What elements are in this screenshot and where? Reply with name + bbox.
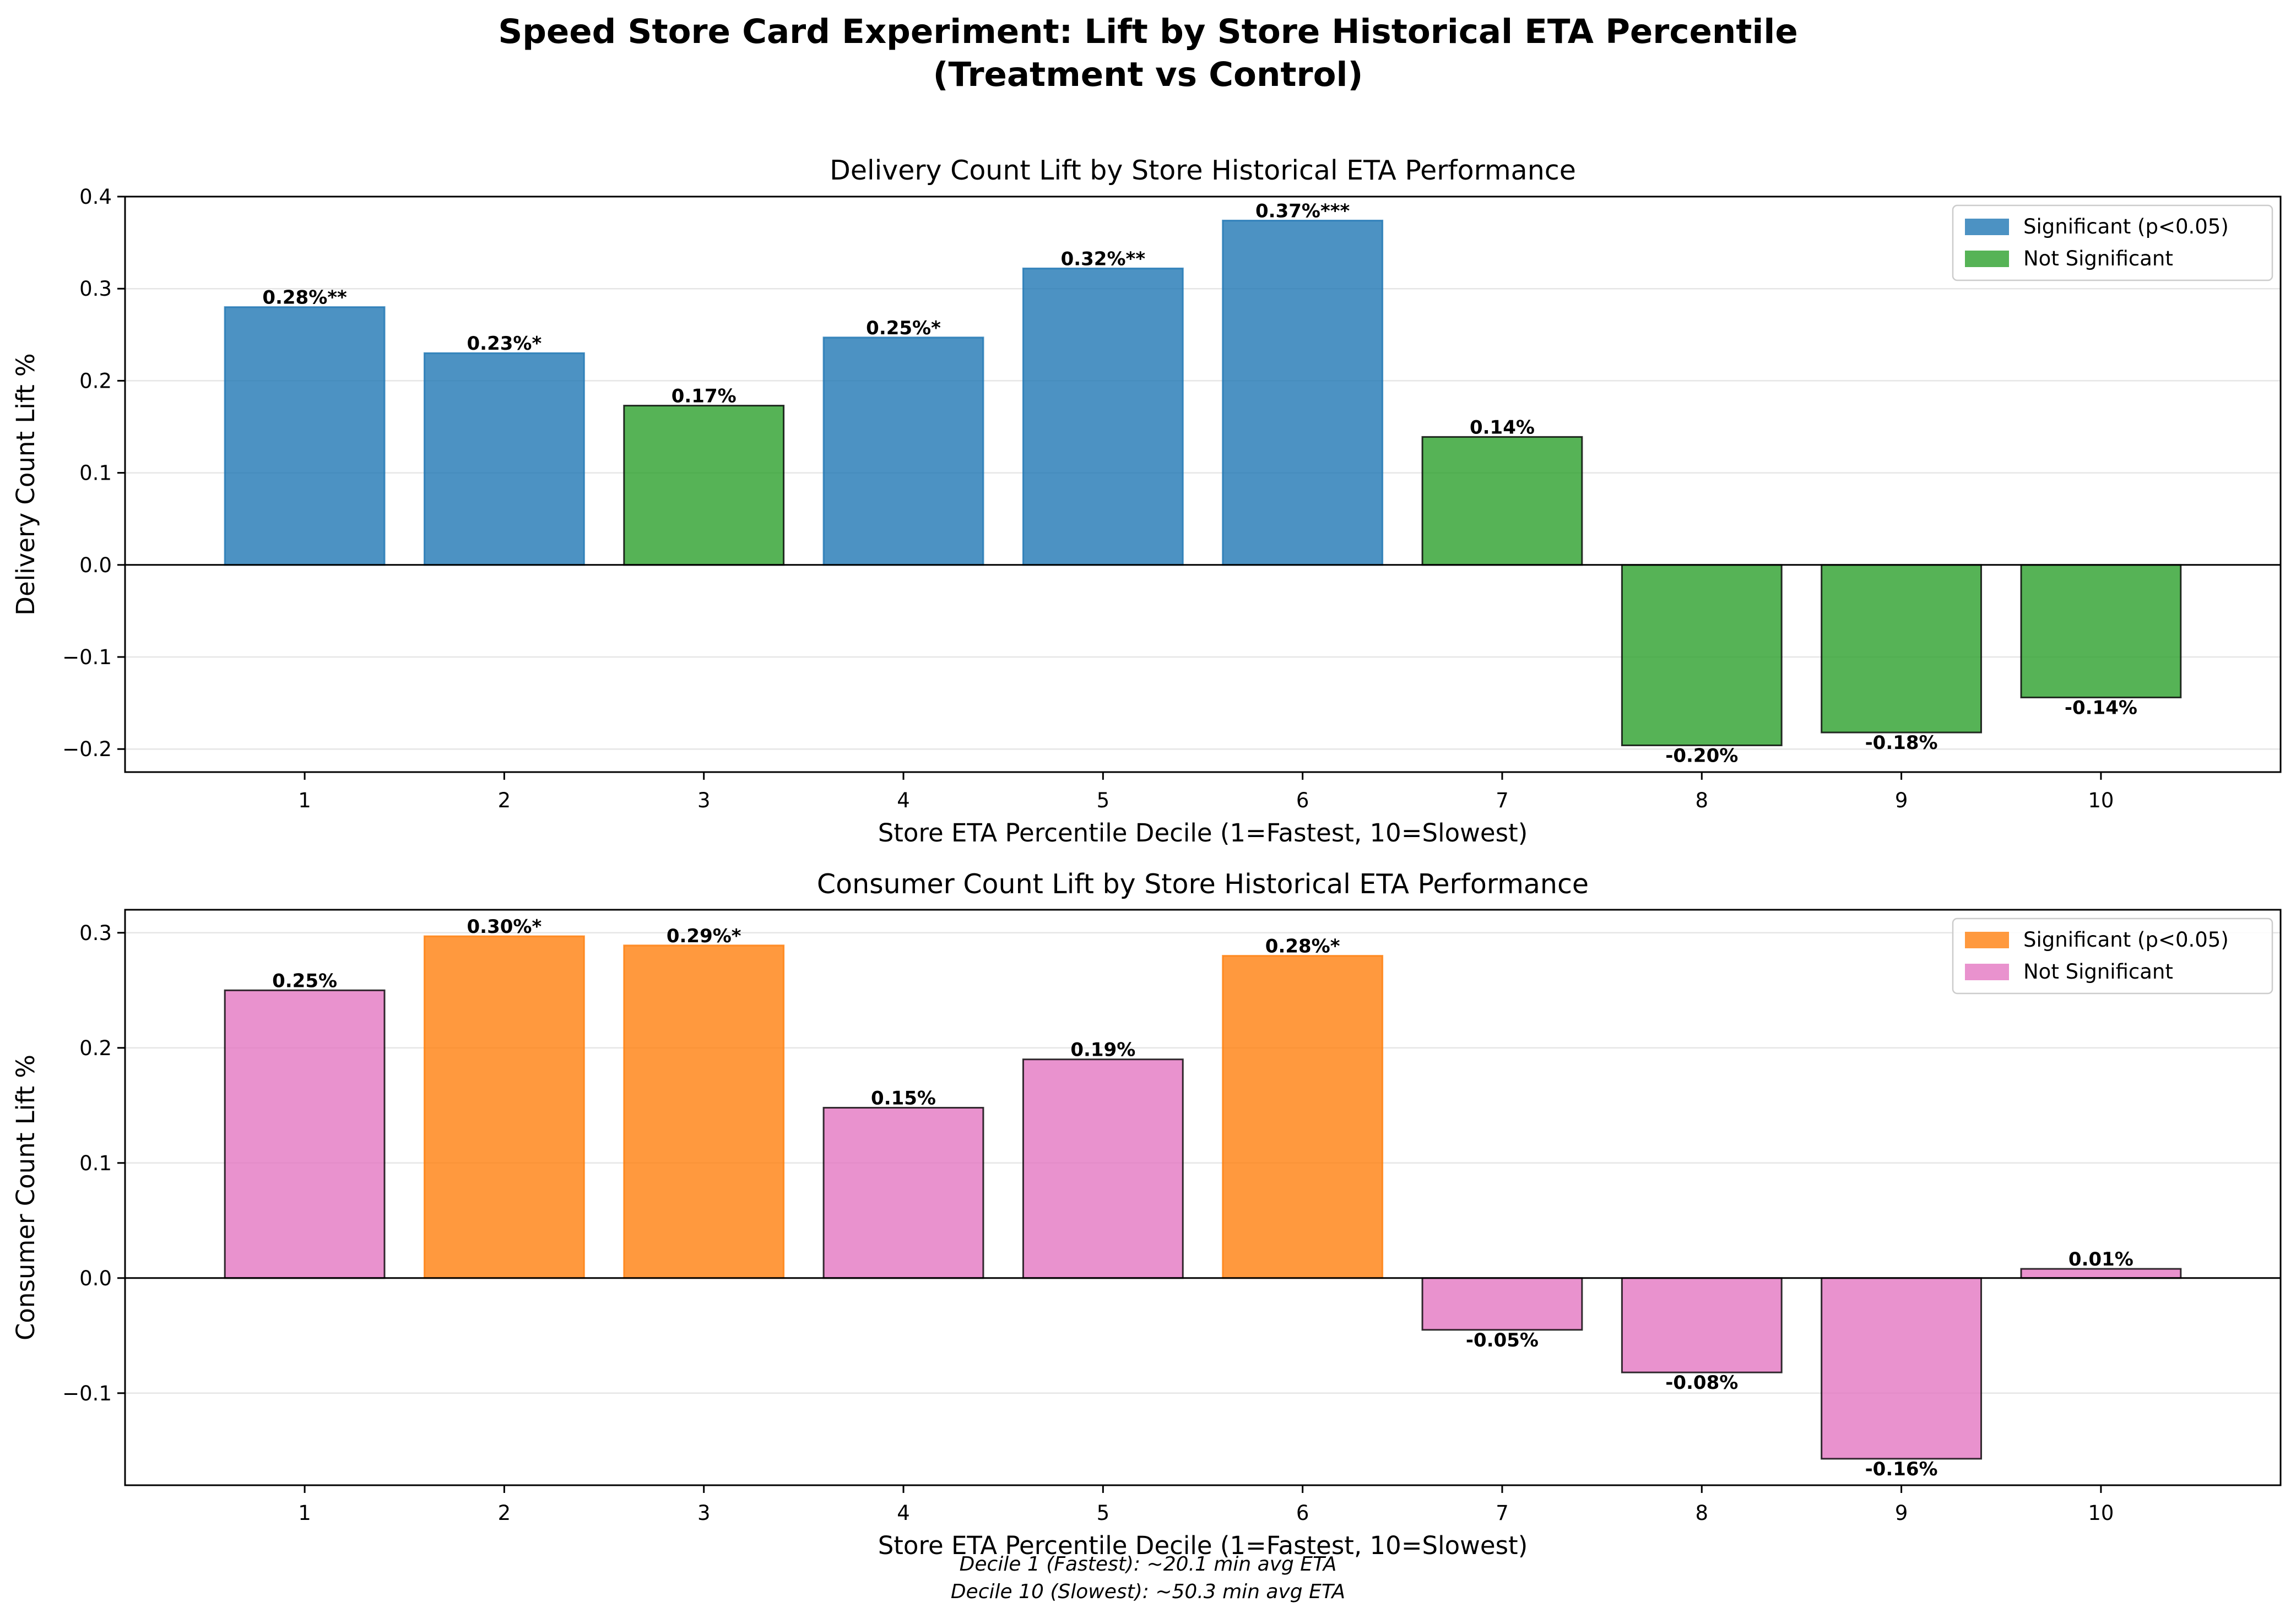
- bar-value-label-1: 0.28%**: [262, 287, 347, 309]
- bar-decile-6: [1222, 219, 1384, 566]
- y-tick-label: −0.2: [62, 737, 112, 761]
- bar-value-label-2: 0.30%*: [467, 916, 542, 938]
- x-tick-label: 5: [1097, 1501, 1110, 1525]
- bar-decile-9: [1821, 1277, 1983, 1460]
- bar-decile-7: [1421, 436, 1583, 566]
- x-tick-label: 9: [1895, 789, 1908, 812]
- bar-value-label-9: -0.18%: [1865, 732, 1938, 754]
- bar-value-label-8: -0.08%: [1665, 1372, 1738, 1394]
- x-tick-label: 4: [897, 1501, 910, 1525]
- x-tick-label: 2: [498, 789, 511, 812]
- legend-swatch-not-significant: [1965, 251, 2009, 267]
- bar-decile-5: [1022, 1058, 1184, 1279]
- x-tick-label: 3: [697, 1501, 711, 1525]
- bar-value-label-10: -0.14%: [2065, 697, 2137, 719]
- plot-frame: [124, 909, 2282, 1486]
- chart-title: Delivery Count Lift by Store Historical …: [830, 155, 1576, 186]
- y-tick-label: 0.2: [79, 369, 112, 393]
- y-tick-label: 0.2: [79, 1036, 112, 1060]
- x-tick-label: 8: [1696, 789, 1709, 812]
- legend: Significant (p<0.05) Not Significant: [1952, 917, 2273, 995]
- bar-decile-5: [1022, 267, 1184, 566]
- x-tick-label: 10: [2088, 789, 2114, 812]
- x-tick-label: 4: [897, 789, 910, 812]
- y-tick-label: 0.4: [79, 185, 112, 209]
- legend-label-significant: Significant (p<0.05): [2023, 928, 2229, 952]
- x-tick-label: 5: [1097, 789, 1110, 812]
- legend-box: [1952, 204, 2273, 281]
- x-tick-label: 10: [2088, 1501, 2114, 1525]
- bar-decile-1: [224, 306, 386, 566]
- bar-value-label-4: 0.25%*: [866, 317, 941, 339]
- bar-decile-6: [1222, 955, 1384, 1279]
- bar-value-label-2: 0.23%*: [467, 333, 542, 355]
- x-tick-label: 6: [1296, 1501, 1309, 1525]
- y-axis-label: Consumer Count Lift %: [11, 1055, 40, 1340]
- x-axis-label: Store ETA Percentile Decile (1=Fastest, …: [878, 818, 1528, 848]
- bar-value-label-3: 0.29%*: [667, 925, 741, 947]
- bar-value-label-6: 0.28%*: [1265, 936, 1340, 958]
- x-tick-label: 9: [1895, 1501, 1908, 1525]
- bar-value-label-1: 0.25%: [272, 970, 337, 992]
- y-tick-label: 0.0: [79, 1267, 112, 1290]
- bar-value-label-4: 0.15%: [871, 1087, 936, 1109]
- figure-title-line1: Speed Store Card Experiment: Lift by Sto…: [498, 12, 1797, 51]
- bar-value-label-5: 0.19%: [1070, 1039, 1135, 1061]
- x-tick-label: 3: [697, 789, 711, 812]
- y-tick-label: 0.1: [79, 1152, 112, 1175]
- legend-swatch-not-significant: [1965, 964, 2009, 980]
- legend: Significant (p<0.05) Not Significant: [1952, 204, 2273, 281]
- bar-decile-1: [224, 989, 386, 1279]
- x-axis-label: Store ETA Percentile Decile (1=Fastest, …: [878, 1531, 1528, 1560]
- bar-value-label-3: 0.17%: [672, 385, 737, 408]
- x-tick-label: 6: [1296, 789, 1309, 812]
- bar-decile-4: [822, 1106, 984, 1279]
- bar-value-label-7: 0.14%: [1470, 416, 1535, 438]
- y-tick-label: −0.1: [62, 1382, 112, 1405]
- legend-box: [1952, 917, 2273, 995]
- bar-value-label-9: -0.16%: [1865, 1458, 1938, 1480]
- delivery-count-lift-chart: 0.28%** 0.23%* 0.17% 0.25%* 0.32%** 0.37%*** 0…: [11, 155, 2282, 848]
- bar-value-label-7: -0.05%: [1466, 1329, 1539, 1351]
- bar-decile-2: [423, 935, 585, 1279]
- x-tick-label: 1: [298, 1501, 311, 1525]
- legend-label-significant: Significant (p<0.05): [2023, 215, 2229, 238]
- bar-decile-8: [1621, 564, 1783, 747]
- legend-label-not-significant: Not Significant: [2023, 247, 2173, 270]
- legend-label-not-significant: Not Significant: [2023, 960, 2173, 984]
- figure-title-line2: (Treatment vs Control): [933, 55, 1363, 94]
- bar-decile-4: [822, 336, 984, 566]
- x-tick-label: 7: [1496, 1501, 1509, 1525]
- y-axis-label: Delivery Count Lift %: [11, 353, 40, 615]
- footnote-line2: Decile 10 (Slowest): ~50.3 min avg ETA: [951, 1580, 1345, 1603]
- bar-value-label-8: -0.20%: [1665, 745, 1738, 767]
- bar-decile-9: [1821, 564, 1983, 734]
- x-tick-label: 2: [498, 1501, 511, 1525]
- bar-decile-3: [623, 944, 785, 1279]
- bar-value-label-6: 0.37%***: [1255, 200, 1350, 222]
- plot-frame: [124, 195, 2282, 773]
- y-tick-label: 0.3: [79, 277, 112, 301]
- bar-decile-7: [1421, 1277, 1583, 1331]
- bar-decile-3: [623, 405, 785, 566]
- legend-swatch-significant: [1965, 219, 2009, 235]
- y-tick-label: 0.3: [79, 921, 112, 945]
- chart-title: Consumer Count Lift by Store Historical …: [817, 868, 1589, 900]
- x-tick-label: 7: [1496, 789, 1509, 812]
- y-tick-label: −0.1: [62, 645, 112, 669]
- x-tick-label: 8: [1696, 1501, 1709, 1525]
- legend-swatch-significant: [1965, 932, 2009, 948]
- bar-decile-2: [423, 352, 585, 566]
- consumer-count-lift-chart: 0.25% 0.30%* 0.29%* 0.15% 0.19% 0.28%* -0.05% -…: [11, 868, 2282, 1560]
- bar-value-label-5: 0.32%**: [1061, 248, 1146, 270]
- x-tick-label: 1: [298, 789, 311, 812]
- footnote-line1: Decile 1 (Fastest): ~20.1 min avg ETA: [960, 1553, 1337, 1576]
- y-tick-label: 0.0: [79, 553, 112, 577]
- bar-value-label-10: 0.01%: [2068, 1248, 2133, 1270]
- bar-decile-10: [2020, 564, 2182, 699]
- y-tick-label: 0.1: [79, 461, 112, 485]
- bar-decile-8: [1621, 1277, 1783, 1373]
